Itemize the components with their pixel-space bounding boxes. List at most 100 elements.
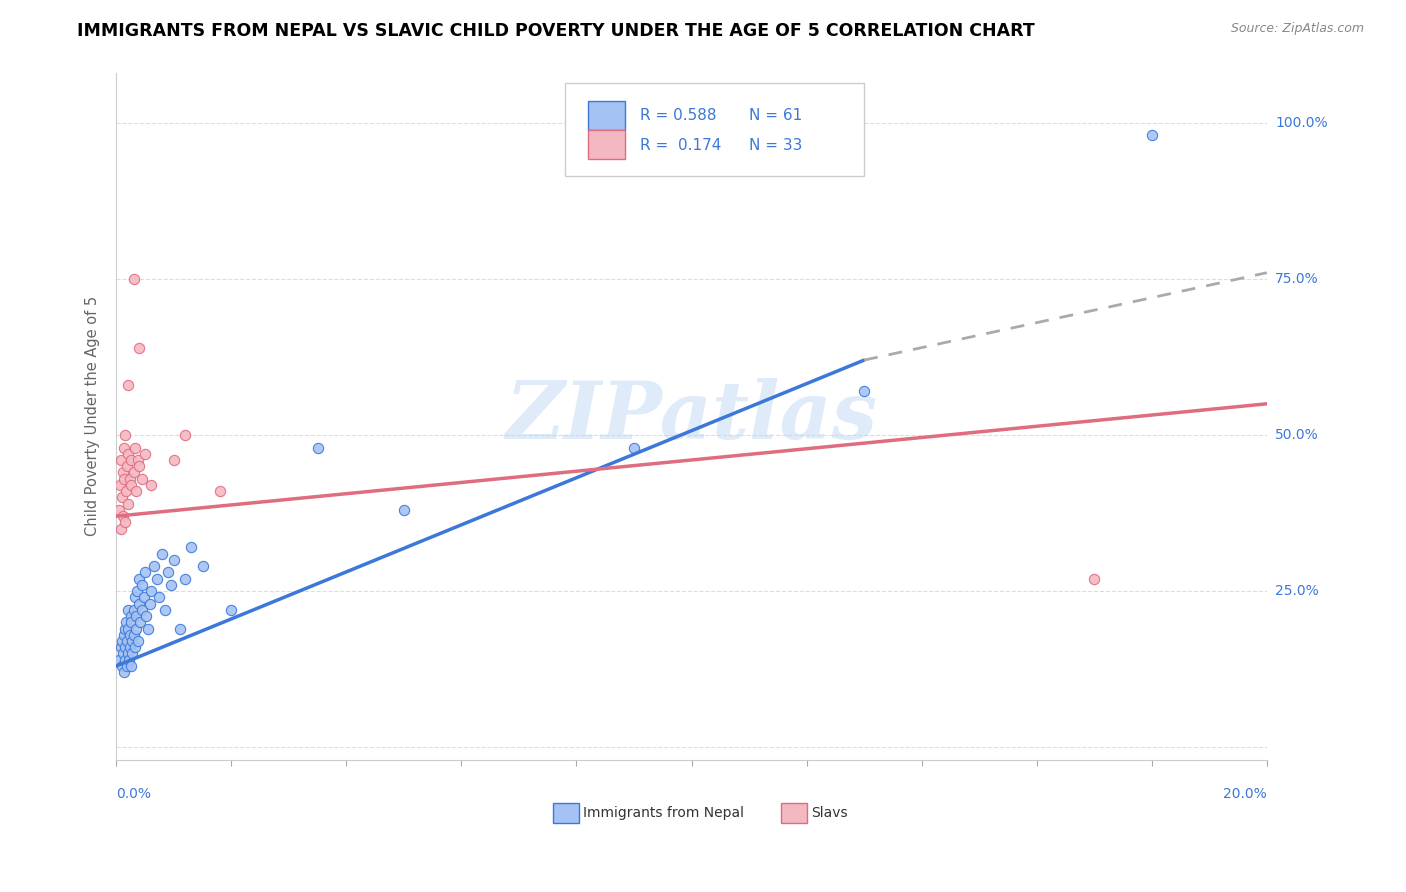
Bar (588, 101, 624, 130)
Point (128, 597, 150, 611)
Point (208, 484, 231, 499)
Point (115, 459, 138, 474)
Point (392, 503, 415, 517)
Point (117, 378, 139, 392)
Text: 100.0%: 100.0% (1275, 116, 1327, 130)
Point (111, 466, 134, 480)
Point (120, 609, 142, 624)
Point (134, 447, 156, 461)
Point (120, 659, 142, 673)
Point (125, 622, 148, 636)
Point (125, 609, 148, 624)
Point (114, 640, 136, 655)
Point (114, 428, 136, 442)
Point (127, 634, 149, 648)
Point (136, 622, 159, 636)
Point (120, 628, 142, 642)
Point (117, 647, 139, 661)
Point (128, 341, 150, 355)
Point (307, 441, 329, 455)
Point (118, 472, 141, 486)
Point (114, 516, 136, 530)
Point (120, 478, 142, 492)
Text: Immigrants from Nepal: Immigrants from Nepal (583, 806, 744, 820)
Point (112, 628, 135, 642)
Point (174, 572, 197, 586)
Point (221, 603, 243, 617)
Point (112, 509, 135, 524)
Point (853, 384, 876, 399)
Text: N = 33: N = 33 (749, 137, 803, 153)
Point (114, 622, 136, 636)
Text: Source: ZipAtlas.com: Source: ZipAtlas.com (1230, 22, 1364, 36)
Point (163, 453, 186, 467)
Point (115, 659, 138, 673)
Point (124, 640, 146, 655)
Point (132, 591, 155, 605)
Bar (554, 803, 579, 823)
Point (142, 559, 165, 574)
Point (121, 634, 143, 648)
Text: 50.0%: 50.0% (1275, 428, 1319, 442)
Point (145, 572, 167, 586)
Point (160, 578, 183, 592)
Text: N = 61: N = 61 (749, 108, 803, 123)
Point (115, 484, 138, 499)
Point (115, 634, 138, 648)
Text: ZIPatlas: ZIPatlas (506, 377, 877, 455)
Point (108, 653, 131, 667)
Point (110, 522, 132, 536)
Point (169, 622, 191, 636)
Point (163, 553, 186, 567)
Point (112, 647, 135, 661)
Point (118, 640, 141, 655)
Point (623, 441, 645, 455)
Bar (782, 803, 807, 823)
Text: 20.0%: 20.0% (1223, 788, 1267, 801)
Point (128, 572, 150, 586)
Point (129, 615, 152, 630)
Point (122, 628, 145, 642)
Point (120, 453, 142, 467)
Point (131, 472, 153, 486)
Text: R = 0.588: R = 0.588 (640, 108, 716, 123)
Y-axis label: Child Poverty Under the Age of 5: Child Poverty Under the Age of 5 (86, 296, 100, 536)
Text: IMMIGRANTS FROM NEPAL VS SLAVIC CHILD POVERTY UNDER THE AGE OF 5 CORRELATION CHA: IMMIGRANTS FROM NEPAL VS SLAVIC CHILD PO… (77, 22, 1035, 40)
Text: 25.0%: 25.0% (1275, 584, 1319, 598)
Point (180, 541, 202, 555)
Point (191, 559, 214, 574)
Point (111, 491, 134, 505)
Text: Slavs: Slavs (811, 806, 848, 820)
Point (127, 453, 149, 467)
Point (174, 428, 197, 442)
Point (1140, 128, 1163, 143)
Point (125, 584, 148, 599)
Point (121, 647, 143, 661)
Point (117, 447, 139, 461)
Point (110, 453, 132, 467)
Point (148, 591, 170, 605)
Point (111, 659, 134, 673)
Point (131, 603, 153, 617)
Point (128, 459, 150, 474)
Point (111, 634, 134, 648)
Point (112, 472, 135, 486)
Point (1083, 572, 1105, 586)
Point (112, 441, 135, 455)
Point (125, 484, 148, 499)
Point (157, 566, 180, 580)
Point (114, 653, 136, 667)
Point (150, 547, 173, 561)
Point (131, 578, 153, 592)
Point (153, 603, 176, 617)
Point (110, 478, 132, 492)
Point (124, 591, 146, 605)
Point (122, 603, 145, 617)
Point (112, 665, 135, 680)
Point (122, 272, 145, 286)
Point (124, 441, 146, 455)
Point (134, 566, 156, 580)
Text: 0.0%: 0.0% (117, 788, 152, 801)
Point (110, 640, 132, 655)
Point (108, 503, 131, 517)
